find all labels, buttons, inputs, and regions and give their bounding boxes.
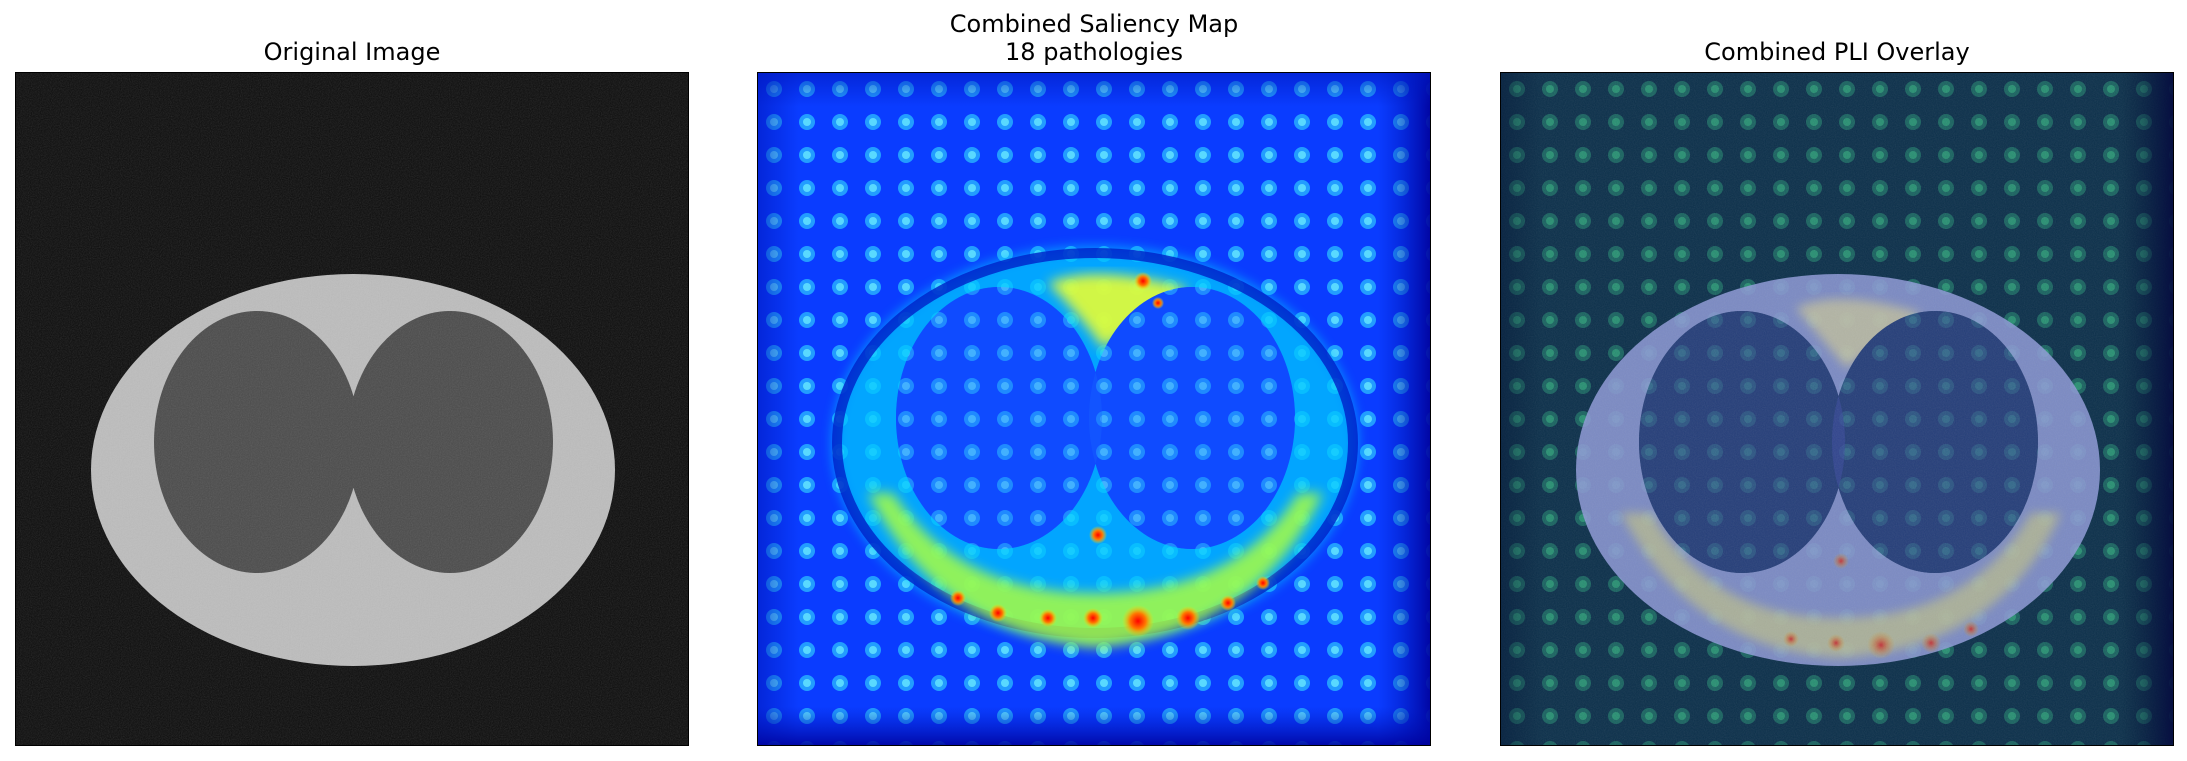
saliency-map-image	[757, 72, 1431, 746]
panel-title-saliency: Combined Saliency Map 18 pathologies	[949, 10, 1239, 66]
panel-title-overlay: Combined PLI Overlay	[1704, 38, 1970, 66]
pli-overlay-image	[1500, 72, 2174, 746]
original-image	[15, 72, 689, 746]
panel-pli-overlay: Combined PLI Overlay	[1500, 0, 2174, 761]
panel-saliency-map: Combined Saliency Map 18 pathologies	[757, 0, 1431, 761]
panel-title-original: Original Image	[263, 38, 441, 66]
panel-original-image: Original Image	[15, 0, 689, 761]
